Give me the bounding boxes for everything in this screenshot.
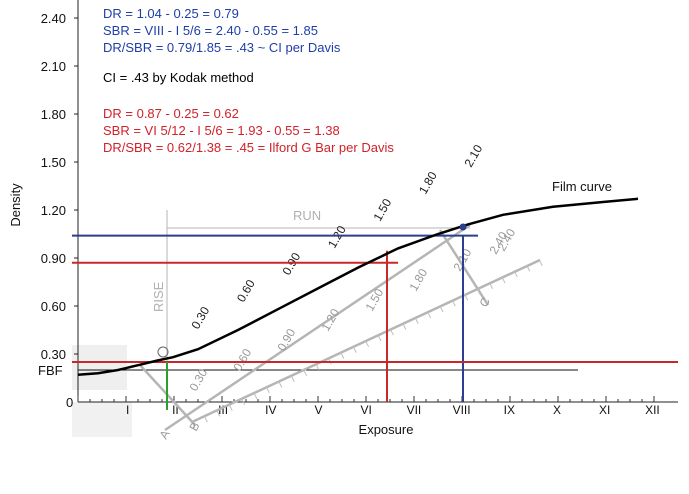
scale-b-tick xyxy=(402,323,407,330)
notes: DR = 1.04 - 0.25 = 0.79 SBR = VIII - I 5… xyxy=(103,6,394,155)
zone-label: III xyxy=(218,403,228,417)
rise-label: RISE xyxy=(151,281,166,312)
note-red-3: DR/SBR = 0.62/1.38 = .45 = Ilford G Bar … xyxy=(103,140,394,155)
x-zero-label: 0 xyxy=(66,395,73,410)
scale-b-tick xyxy=(278,381,283,388)
note-blue-2: SBR = VIII - I 5/6 = 2.40 - 0.55 = 1.85 xyxy=(103,23,318,38)
scale-b-tick xyxy=(290,375,295,382)
scale-b-tick xyxy=(501,276,506,284)
scale-b-tick xyxy=(228,404,233,411)
scale-b-tick xyxy=(526,265,531,272)
zone-label: XII xyxy=(645,403,660,417)
scale-a-label: 1.50 xyxy=(370,196,394,224)
film-curve-label: Film curve xyxy=(552,179,612,194)
scale-a-label: 0.30 xyxy=(188,304,212,332)
y-tick-label: 0.30 xyxy=(41,347,66,362)
scale-a-label: 0.60 xyxy=(234,277,258,305)
scale-b-labels: 0.300.600.901.201.501.802.102.40 xyxy=(186,226,518,394)
grey-panel-left xyxy=(72,345,127,390)
x-tick-group: I II III IV V VI VII VIII IX X XI XII xyxy=(77,396,660,417)
scale-c-end-label: C xyxy=(476,295,493,310)
scale-b-tick xyxy=(389,328,394,336)
fbf-label: FBF xyxy=(38,363,63,378)
scale-b-ticks xyxy=(191,259,543,429)
scale-b-tick xyxy=(377,334,382,342)
scale-b-tick xyxy=(476,288,481,295)
base-intersection-dot xyxy=(157,346,169,358)
note-red-1: DR = 0.87 - 0.25 = 0.62 xyxy=(103,106,239,121)
scale-b-label: 1.50 xyxy=(362,286,386,314)
scale-b-label: 1.80 xyxy=(406,266,430,294)
y-tick-label: 2.40 xyxy=(41,11,66,26)
y-tick-label: 2.10 xyxy=(41,59,66,74)
scale-b-tick xyxy=(191,421,196,429)
zone-label: IV xyxy=(265,403,276,417)
zone-label: V xyxy=(314,403,322,417)
scale-b-tick xyxy=(538,259,543,266)
zone-label: I xyxy=(126,403,129,417)
scale-a-label: 1.20 xyxy=(325,223,349,251)
y-tick-label: 1.80 xyxy=(41,107,66,122)
scale-b-tick xyxy=(203,415,208,423)
scale-b-tick xyxy=(414,317,419,324)
scale-b-tick xyxy=(489,282,494,290)
scale-b-tick xyxy=(513,270,518,278)
x-axis-label: Exposure xyxy=(359,422,414,437)
grey-panel-bottom xyxy=(72,402,132,437)
scale-b-tick xyxy=(303,369,308,377)
scale-b-tick xyxy=(464,294,469,301)
run-label: RUN xyxy=(293,208,321,223)
scale-a-labels: 0.300.600.901.201.501.802.10 xyxy=(188,142,485,332)
y-tick-label: 1.50 xyxy=(41,155,66,170)
y-tick-label: 0.90 xyxy=(41,251,66,266)
zone-label: X xyxy=(553,403,561,417)
zone-label: IX xyxy=(504,403,515,417)
scale-b-tick xyxy=(253,392,258,400)
scale-b-tick xyxy=(352,346,357,353)
scale-b-label: 1.20 xyxy=(318,306,342,334)
film-curve xyxy=(77,197,639,377)
note-black: CI = .43 by Kodak method xyxy=(103,70,254,85)
scale-a-line xyxy=(164,223,471,432)
scale-b-tick xyxy=(451,299,456,307)
y-axis-label: Density xyxy=(8,183,23,227)
zone-label: VIII xyxy=(453,403,471,417)
blue-intersection-dot xyxy=(459,223,467,231)
scale-b-label: 0.60 xyxy=(230,346,254,374)
scale-a-label: 2.10 xyxy=(461,142,485,170)
scale-b-tick xyxy=(365,340,370,348)
y-tick-label: 0.60 xyxy=(41,299,66,314)
note-red-2: SBR = VI 5/12 - I 5/6 = 1.93 - 0.55 = 1.… xyxy=(103,123,340,138)
y-tick-label: 1.20 xyxy=(41,203,66,218)
zone-label: II xyxy=(172,403,179,417)
scale-b-tick xyxy=(439,305,444,313)
note-blue-3: DR/SBR = 0.79/1.85 = .43 ~ CI per Davis xyxy=(103,40,341,55)
scale-b-tick xyxy=(340,352,345,359)
zone-label: XI xyxy=(599,403,610,417)
scale-a-end-label: A xyxy=(156,428,172,442)
scale-b-label: 0.90 xyxy=(274,326,298,354)
y-tick-group: 2.40 2.10 1.80 1.50 1.20 0.90 0.60 0.30 xyxy=(41,11,78,362)
zone-label: VII xyxy=(407,403,422,417)
scale-b-tick xyxy=(315,363,320,371)
zone-label: VI xyxy=(361,403,372,417)
measurement-lines xyxy=(72,234,678,410)
scale-b-tick xyxy=(265,386,270,394)
scale-a-label: 1.80 xyxy=(416,169,440,197)
scale-b-tick xyxy=(427,311,432,319)
scale-b-tick xyxy=(216,410,221,417)
scale-b-tick xyxy=(241,398,246,406)
note-blue-1: DR = 1.04 - 0.25 = 0.79 xyxy=(103,6,239,21)
